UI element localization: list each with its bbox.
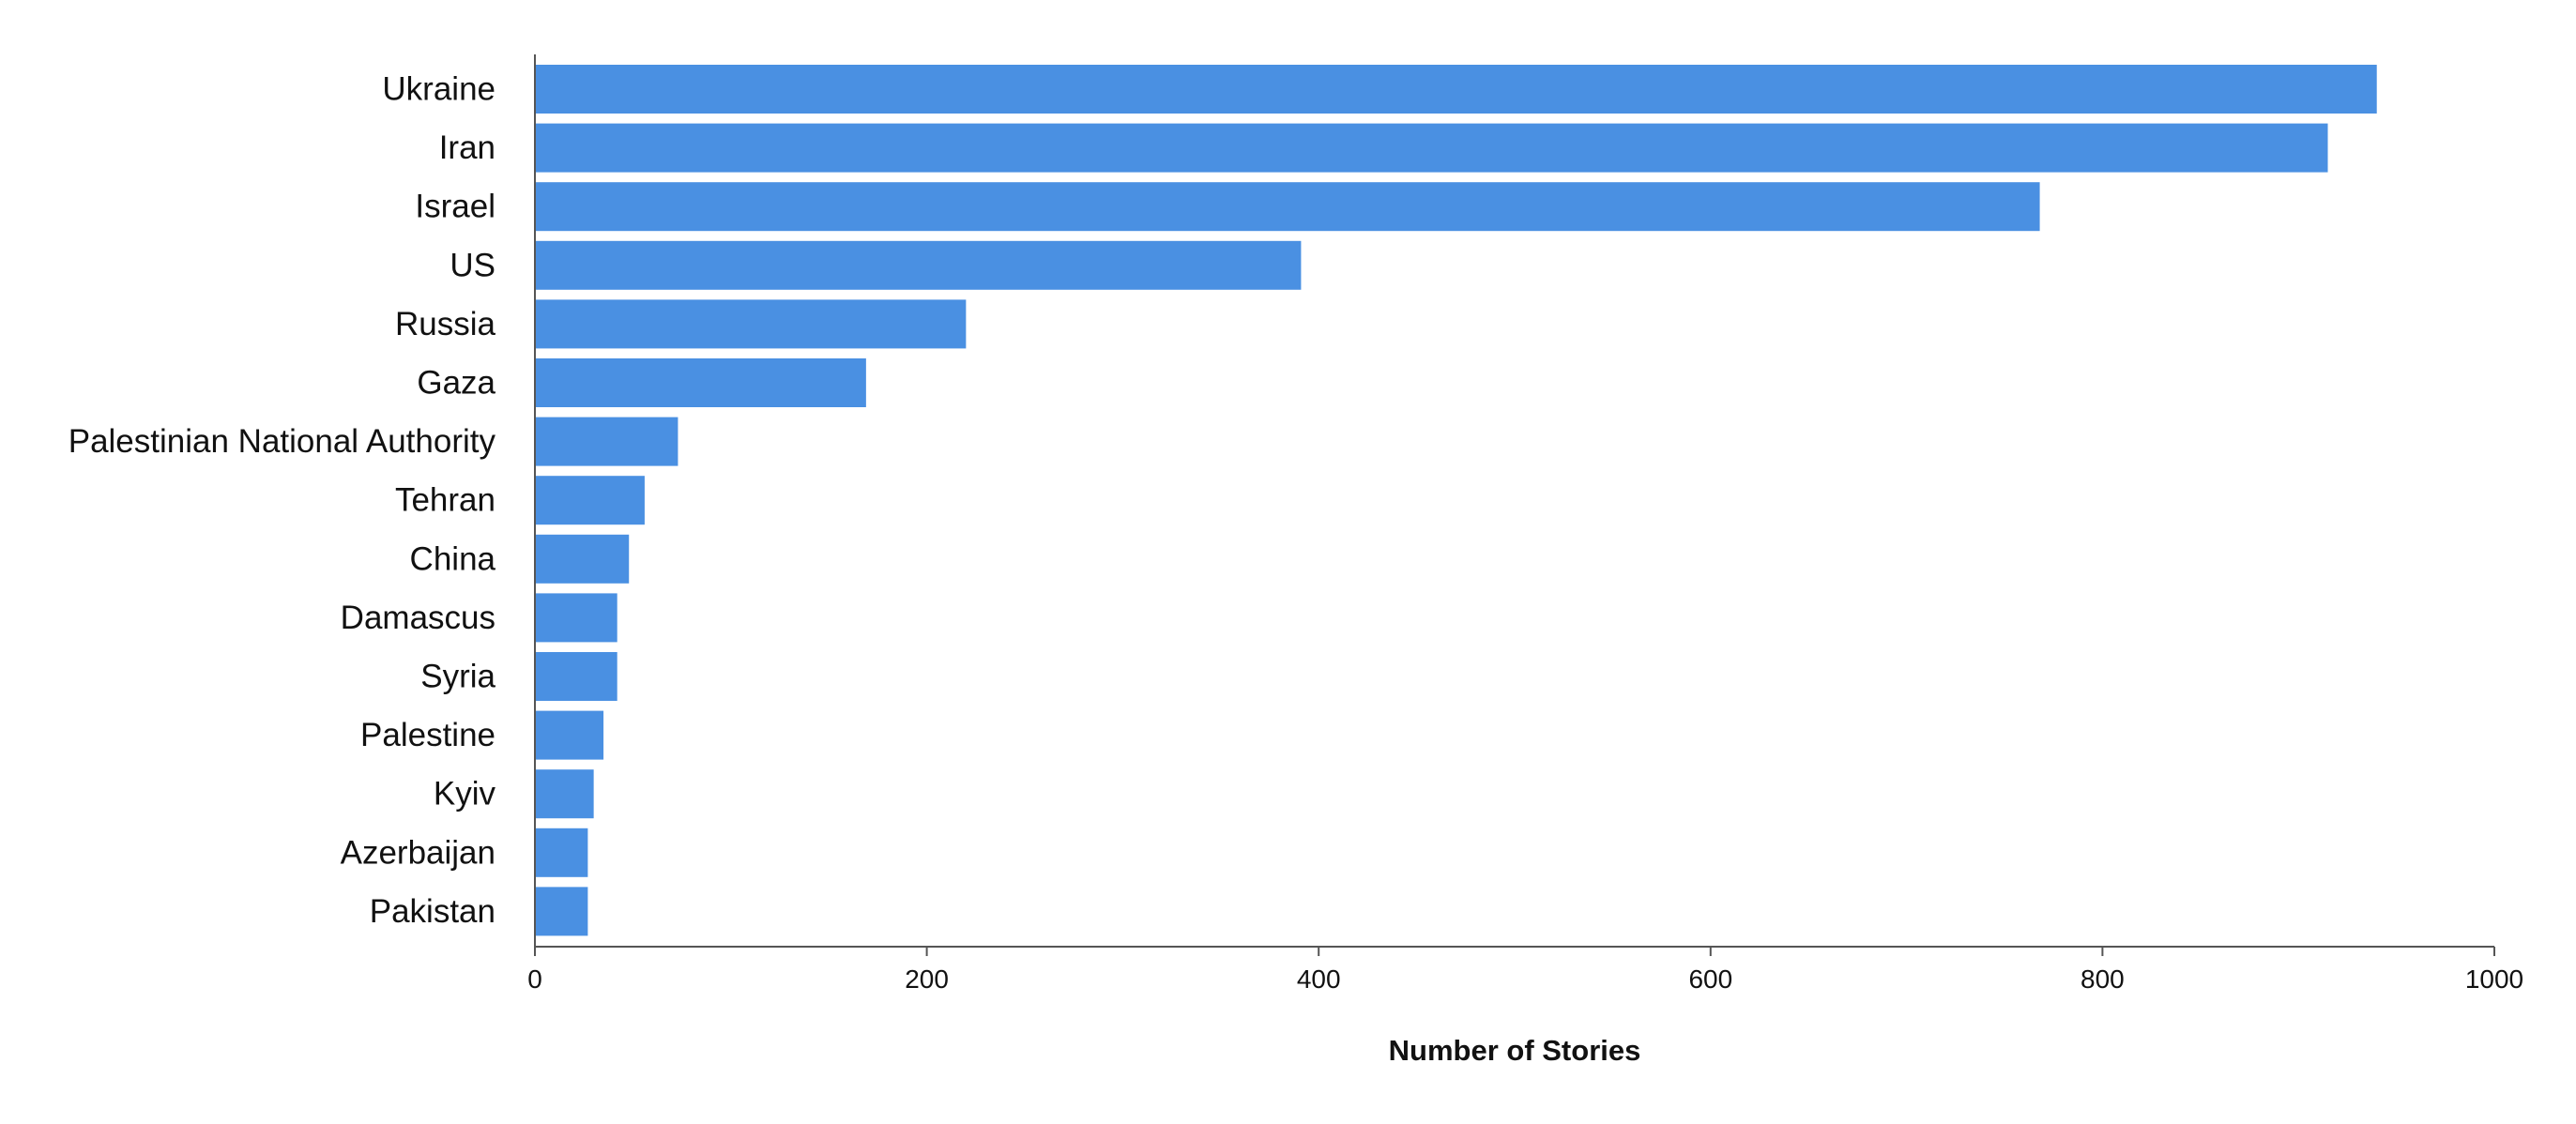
x-axis-title: Number of Stories bbox=[1389, 1034, 1641, 1067]
bar-ukraine bbox=[535, 65, 2377, 114]
category-label: Iran bbox=[439, 129, 495, 166]
bar-gaza bbox=[535, 358, 866, 407]
bar-iran bbox=[535, 123, 2328, 173]
x-tick-label: 0 bbox=[527, 965, 542, 994]
bar-azerbaijan bbox=[535, 828, 588, 877]
category-label: Russia bbox=[395, 306, 496, 342]
bar-tehran bbox=[535, 476, 645, 525]
bar-palestine bbox=[535, 710, 604, 760]
x-tick-label: 200 bbox=[905, 965, 949, 994]
bar-russia bbox=[535, 299, 967, 349]
bar-kyiv bbox=[535, 769, 594, 819]
category-label: Ukraine bbox=[382, 71, 495, 108]
bar-damascus bbox=[535, 593, 617, 643]
category-label: Gaza bbox=[417, 365, 495, 402]
x-tick-label: 1000 bbox=[2465, 965, 2523, 994]
category-label: Kyiv bbox=[434, 776, 496, 813]
category-label: US bbox=[450, 247, 495, 283]
bar-syria bbox=[535, 652, 617, 701]
category-label: Tehran bbox=[395, 482, 495, 519]
bar-palestinian-national-authority bbox=[535, 417, 678, 466]
category-label: Azerbaijan bbox=[341, 834, 495, 871]
x-tick-label: 600 bbox=[1688, 965, 1732, 994]
bar-pakistan bbox=[535, 887, 588, 936]
bar-us bbox=[535, 240, 1302, 290]
x-axis-ticks: 0 200 400 600 800 1000 bbox=[527, 947, 2523, 994]
bars-layer bbox=[535, 65, 2377, 936]
category-labels: Ukraine Iran Israel US Russia Gaza Palestinian… bbox=[69, 71, 496, 930]
bar-israel bbox=[535, 182, 2040, 232]
category-label: Syria bbox=[420, 659, 495, 695]
category-label: Israel bbox=[415, 189, 495, 225]
category-label: China bbox=[410, 540, 496, 577]
bar-china bbox=[535, 534, 630, 584]
category-label: Damascus bbox=[341, 600, 495, 636]
category-label: Pakistan bbox=[370, 893, 495, 930]
category-label: Palestine bbox=[360, 717, 495, 753]
x-tick-label: 400 bbox=[1297, 965, 1341, 994]
category-label: Palestinian National Authority bbox=[69, 423, 496, 460]
x-tick-label: 800 bbox=[2081, 965, 2125, 994]
